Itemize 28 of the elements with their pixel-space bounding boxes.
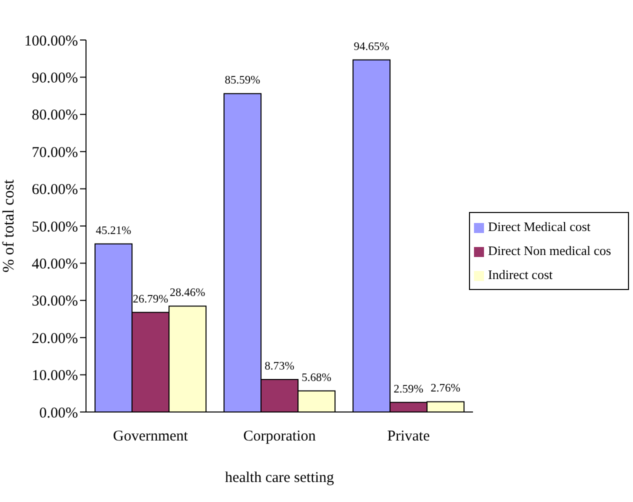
y-tick-label: 60.00%: [32, 182, 78, 198]
x-axis-title: health care setting: [224, 470, 335, 486]
y-tick-label: 30.00%: [32, 294, 78, 310]
y-tick-label: 0.00%: [39, 405, 78, 422]
x-tick-label: Corporation: [243, 428, 316, 445]
y-axis-title: % of total cost: [0, 179, 18, 272]
data-label: 2.59%: [394, 383, 424, 396]
legend-label: Indirect cost: [488, 267, 553, 282]
data-label: 2.76%: [430, 382, 461, 395]
y-tick-label: 20.00%: [32, 330, 78, 347]
data-label: 85.59%: [224, 74, 261, 87]
x-tick-label: Private: [387, 428, 430, 445]
legend-label: Direct Non medical cos: [488, 243, 612, 258]
data-label: 5.68%: [302, 372, 332, 384]
y-tick-label: 50.00%: [32, 219, 78, 236]
data-label: 8.73%: [264, 360, 295, 373]
data-label: 26.79%: [132, 293, 169, 306]
y-tick-label: 100.00%: [24, 33, 78, 50]
x-tick-label: Government: [113, 428, 189, 445]
data-label: 28.46%: [170, 287, 206, 300]
y-tick-label: 10.00%: [32, 368, 78, 384]
y-tick-label: 70.00%: [32, 144, 78, 161]
data-label: 94.65%: [354, 40, 390, 53]
y-tick-label: 90.00%: [32, 70, 78, 87]
legend-label: Direct Medical cost: [488, 219, 591, 234]
y-tick-label: 80.00%: [32, 108, 78, 124]
y-tick-label: 40.00%: [32, 256, 78, 273]
data-label: 45.21%: [96, 224, 132, 237]
